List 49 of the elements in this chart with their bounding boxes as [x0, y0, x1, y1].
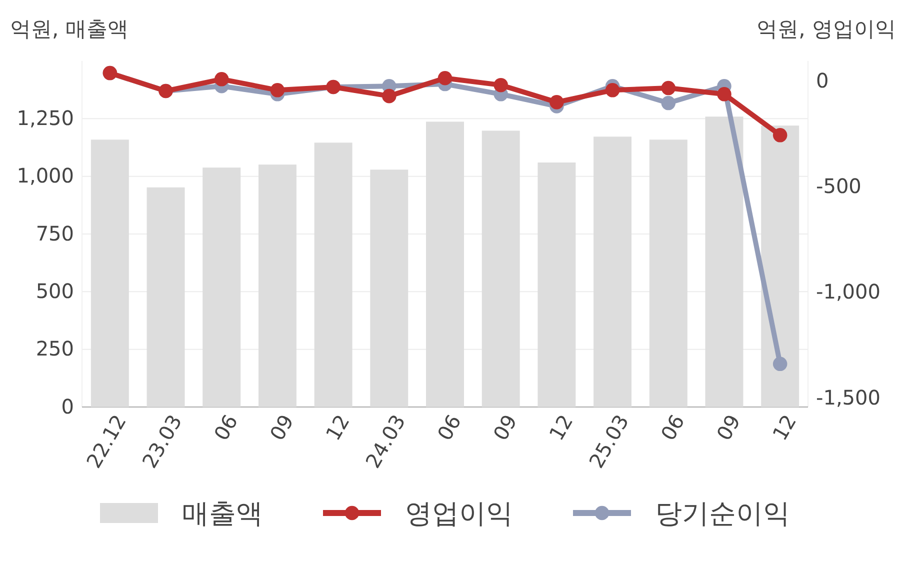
- point: [214, 72, 229, 86]
- bar: [426, 122, 464, 407]
- bar: [761, 126, 800, 407]
- x-tick-label: 06: [656, 410, 690, 445]
- y2-tick-label: -500: [816, 174, 862, 198]
- point: [772, 356, 788, 372]
- y-tick-label: 0: [61, 394, 74, 418]
- y-tick-label: 1,250: [16, 106, 74, 130]
- x-tick-label: 12: [544, 410, 578, 445]
- bar: [370, 170, 408, 407]
- bar: [482, 130, 520, 407]
- bar: [146, 187, 185, 407]
- bar: [594, 136, 632, 407]
- point: [661, 96, 676, 110]
- bar: [202, 168, 241, 407]
- y2-tick-label: -1,500: [816, 385, 880, 410]
- point: [382, 88, 396, 104]
- legend-label: 매출액: [182, 498, 263, 530]
- y2-axis-title: 억원, 영업이익: [756, 17, 896, 41]
- x-tick-label: 06: [432, 410, 466, 445]
- bar: [258, 164, 296, 407]
- point: [605, 83, 620, 98]
- point: [270, 83, 285, 98]
- point: [772, 128, 788, 142]
- x-tick-label: 09: [264, 410, 298, 445]
- x-tick-label: 06: [209, 410, 243, 445]
- x-tick-label: 12: [768, 410, 802, 445]
- y-tick-label: 250: [36, 336, 74, 361]
- y-axis-title: 억원, 매출액: [10, 17, 128, 41]
- x-tick-label: 09: [712, 410, 746, 445]
- bar: [705, 116, 744, 407]
- y-tick-label: 500: [36, 279, 74, 304]
- bar: [649, 140, 688, 407]
- point: [494, 78, 508, 92]
- point: [661, 80, 676, 96]
- point: [438, 70, 452, 86]
- point: [717, 87, 732, 102]
- y2-tick-label: -1,000: [816, 280, 880, 304]
- legend-label: 영업이익: [405, 498, 513, 530]
- legend-label: 당기순이익: [655, 498, 790, 530]
- x-tick-label: 09: [488, 410, 522, 445]
- bar: [538, 162, 576, 407]
- x-tick-label: 12: [320, 410, 354, 445]
- y-tick-label: 1,000: [16, 164, 74, 188]
- y-tick-label: 750: [36, 221, 74, 246]
- point: [550, 95, 564, 110]
- bar: [314, 142, 352, 407]
- bar: [90, 140, 129, 407]
- y2-tick-label: 0: [816, 68, 829, 92]
